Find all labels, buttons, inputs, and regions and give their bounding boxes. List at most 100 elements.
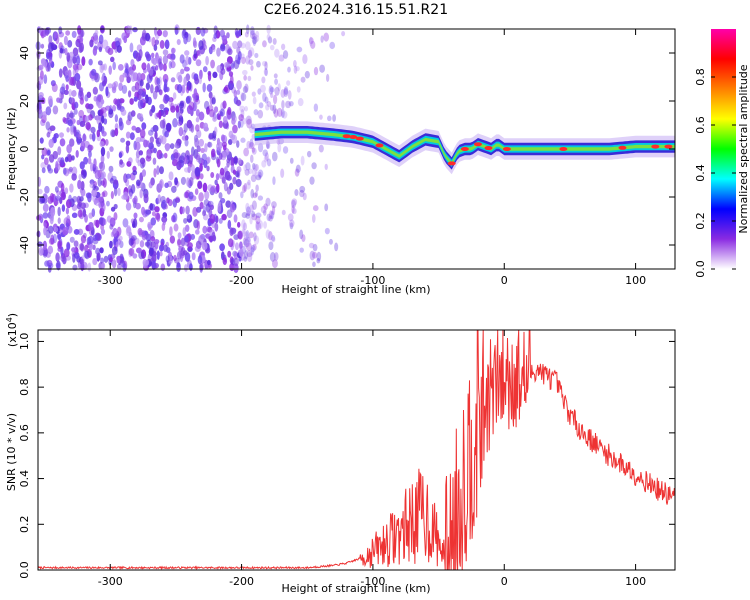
noise-point [66, 52, 71, 63]
noise-point [122, 262, 127, 272]
noise-point [133, 212, 138, 219]
noise-point [86, 91, 92, 99]
noise-point [173, 152, 179, 159]
noise-point [271, 236, 276, 243]
noise-point [117, 187, 121, 197]
noise-point [39, 196, 45, 204]
noise-point [203, 100, 210, 110]
ridge-peak [664, 144, 673, 149]
noise-point [220, 67, 226, 75]
noise-point [36, 230, 41, 238]
noise-point [139, 113, 144, 121]
noise-point [145, 82, 151, 91]
noise-point [135, 155, 140, 164]
spectral-noise-field [35, 24, 346, 274]
noise-point [253, 163, 258, 172]
noise-point [280, 88, 286, 98]
noise-point [57, 146, 62, 156]
noise-point [263, 221, 267, 229]
noise-point [262, 149, 268, 157]
noise-point [93, 34, 99, 45]
noise-point [47, 51, 53, 57]
snr-y-tick-label: 1.0 [18, 333, 31, 351]
noise-point [233, 89, 237, 98]
noise-point [271, 259, 278, 269]
snr-y-tick-label: 0.0 [18, 561, 31, 579]
noise-point [209, 204, 214, 211]
noise-point [48, 35, 53, 44]
noise-point [272, 176, 276, 186]
noise-point [180, 68, 185, 75]
ridge-peak [355, 136, 364, 141]
noise-point [98, 82, 105, 92]
snr-y-tick-label: 0.2 [18, 516, 31, 534]
noise-point [168, 60, 173, 70]
noise-point [78, 87, 83, 97]
noise-point [109, 240, 113, 249]
noise-point [66, 214, 71, 224]
noise-point [144, 209, 150, 217]
noise-point [179, 100, 185, 107]
noise-point [248, 231, 254, 239]
noise-point [157, 194, 162, 204]
noise-point [289, 219, 295, 228]
noise-point [286, 80, 291, 86]
noise-point [109, 257, 113, 263]
noise-point [246, 210, 252, 217]
noise-point [218, 192, 223, 199]
noise-point [211, 150, 215, 157]
snr-y-tick-label: 0.6 [18, 424, 31, 442]
noise-point [252, 96, 257, 105]
noise-point [62, 167, 67, 175]
noise-point [268, 231, 273, 241]
noise-point [258, 220, 263, 229]
noise-point [190, 153, 194, 161]
noise-point [273, 108, 279, 118]
noise-point [114, 127, 119, 137]
noise-point [118, 152, 123, 159]
noise-point [195, 116, 200, 123]
noise-point [171, 185, 177, 193]
noise-point [164, 130, 169, 138]
noise-point [48, 56, 53, 65]
noise-point [153, 43, 158, 52]
noise-point [159, 103, 165, 110]
noise-point [78, 109, 85, 119]
noise-point [92, 257, 98, 266]
noise-point [71, 212, 78, 218]
noise-point [297, 98, 304, 107]
noise-point [206, 165, 210, 172]
noise-point [245, 213, 251, 219]
noise-point [165, 255, 170, 263]
noise-point [291, 198, 298, 206]
noise-point [101, 191, 106, 198]
noise-point [217, 202, 222, 213]
noise-point [46, 131, 51, 138]
noise-point [271, 201, 277, 209]
noise-point [145, 155, 152, 162]
noise-point [289, 157, 294, 164]
noise-point [65, 84, 69, 91]
noise-point [236, 166, 242, 173]
noise-point [116, 256, 121, 264]
noise-point [184, 191, 190, 199]
snr-x-tick-label: -200 [229, 575, 254, 588]
noise-point [112, 227, 118, 238]
noise-point [76, 203, 82, 210]
noise-point [38, 64, 44, 71]
noise-point [243, 238, 250, 248]
colorbar-axis: 0.0 0.2 0.4 0.6 0.8 [694, 68, 736, 278]
noise-point [119, 121, 124, 131]
noise-point [100, 146, 106, 157]
noise-point [260, 205, 267, 214]
noise-point [72, 253, 76, 263]
noise-point [150, 217, 157, 226]
noise-point [274, 48, 280, 58]
noise-point [174, 177, 178, 186]
noise-point [182, 250, 188, 256]
noise-point [57, 239, 63, 250]
noise-point [109, 104, 113, 114]
noise-point [106, 200, 110, 207]
noise-point [98, 34, 104, 45]
